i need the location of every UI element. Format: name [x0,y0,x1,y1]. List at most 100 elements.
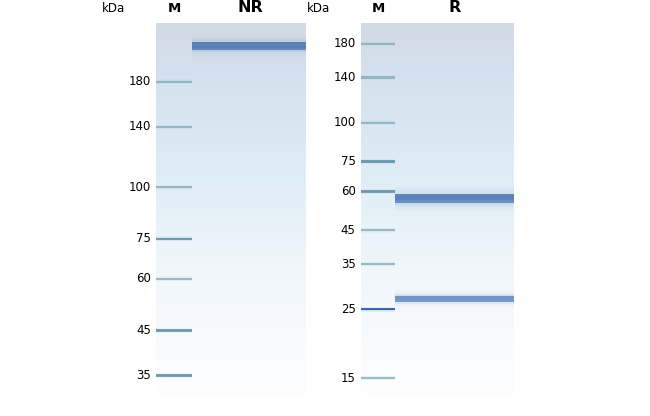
Text: 180: 180 [333,37,356,50]
Bar [395,291,514,292]
Bar [395,206,514,207]
Bar [395,203,514,204]
Bar [156,330,192,331]
Text: 140: 140 [333,71,356,84]
Bar [395,197,514,199]
Bar [361,228,395,229]
Bar [156,83,192,84]
Bar [361,76,395,79]
Bar [192,56,306,57]
Bar [156,125,192,126]
Bar [361,308,395,309]
Bar [361,377,395,379]
Bar [361,161,395,162]
Bar [156,238,192,239]
Bar [395,193,514,195]
Bar [192,53,306,54]
Bar [395,293,514,294]
Bar [192,46,306,48]
Text: 100: 100 [129,181,151,194]
Bar [395,305,514,306]
Text: R: R [449,0,461,15]
Bar [395,302,514,304]
Bar [361,77,395,78]
Bar [192,50,306,52]
Bar [192,57,306,58]
Bar [361,309,395,310]
Bar [156,128,192,129]
Bar [361,231,395,232]
Bar [156,329,192,330]
Bar [395,290,514,291]
Bar [361,160,395,163]
Bar [156,330,192,331]
Bar [395,211,514,212]
Bar [395,307,514,308]
Bar [192,41,306,42]
Bar [395,201,514,202]
Bar [156,187,192,188]
Bar [192,37,306,38]
Bar [395,210,514,211]
Bar [192,54,306,56]
Bar [361,124,395,125]
Bar [395,208,514,210]
Bar [192,34,306,35]
Bar [361,190,395,191]
Bar [361,232,395,233]
Bar [156,127,192,128]
Bar [361,192,395,193]
Bar [156,328,192,329]
Bar [395,295,514,302]
Bar [156,376,192,377]
Bar [361,121,395,122]
Bar [156,329,192,332]
Bar [361,42,395,43]
Bar [192,40,306,41]
Bar [395,209,514,210]
Bar [192,37,306,39]
Bar [395,298,514,299]
Bar [156,278,192,279]
Bar [395,194,514,196]
Bar [192,44,306,45]
Bar [156,375,192,376]
Bar [395,300,514,301]
Bar [156,238,192,239]
Bar [192,52,306,53]
Bar [156,82,192,83]
Bar [395,301,514,302]
Bar [156,81,192,83]
Bar [395,302,514,303]
Bar [156,373,192,374]
Bar [395,297,514,298]
Text: 100: 100 [333,116,356,129]
Bar [361,43,395,44]
Bar [361,308,395,310]
Bar [156,126,192,127]
Bar [361,44,395,45]
Bar [156,240,192,241]
Bar [156,278,192,279]
Bar [361,229,395,231]
Bar [395,295,514,297]
Bar [395,206,514,208]
Bar [192,35,306,37]
Bar [192,54,306,55]
Text: 15: 15 [341,371,356,384]
Bar [361,78,395,79]
Bar [395,185,514,186]
Bar [156,186,192,187]
Bar [156,237,192,238]
Bar [361,263,395,264]
Bar [361,160,395,161]
Bar [395,305,514,306]
Bar [361,75,395,76]
Bar [361,376,395,377]
Bar [192,43,306,45]
Bar [156,332,192,333]
Bar [361,191,395,192]
Bar [361,189,395,190]
Bar [156,126,192,127]
Bar [361,311,395,312]
